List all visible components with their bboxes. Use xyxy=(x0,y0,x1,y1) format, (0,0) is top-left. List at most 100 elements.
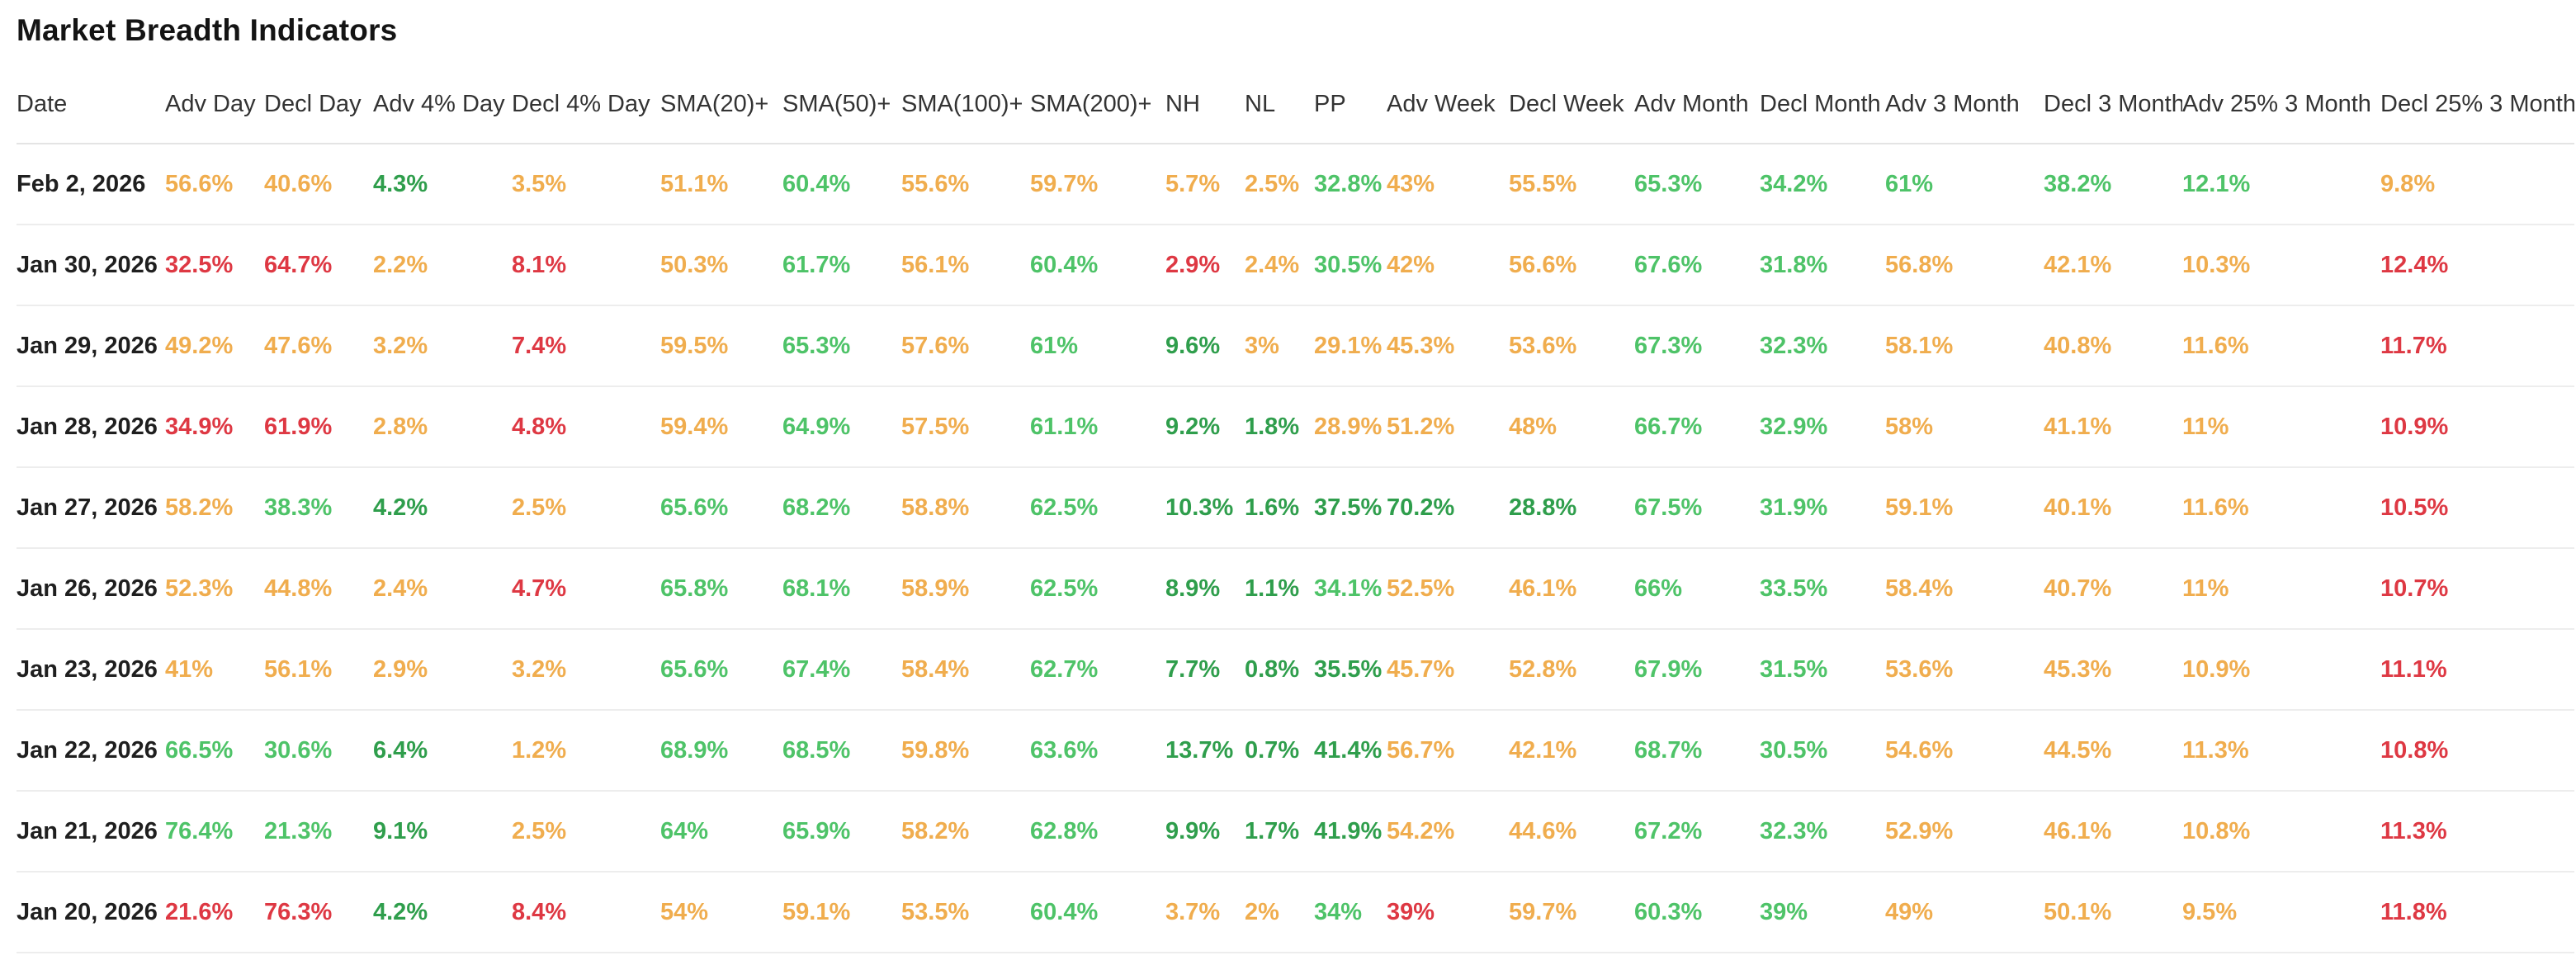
percent-value: 68.7% xyxy=(1634,736,1703,764)
date-cell: Jan 28, 2026 xyxy=(17,386,165,468)
column-header-adv-4-day: Adv 4% Day xyxy=(373,48,512,144)
percent-value: 65.9% xyxy=(782,817,851,844)
value-cell: 59.1% xyxy=(782,872,901,953)
percent-value: 1.6% xyxy=(1245,494,1300,521)
percent-value: 10.8% xyxy=(2380,736,2449,764)
percent-value: 11.6% xyxy=(2182,494,2249,521)
percent-value: 33.5% xyxy=(1760,575,1828,602)
value-cell: 50.3% xyxy=(660,225,782,306)
percent-value: 31.5% xyxy=(1760,655,1828,683)
value-cell: 68.1% xyxy=(782,548,901,630)
percent-value: 9.8% xyxy=(2380,170,2436,197)
value-cell: 12.4% xyxy=(2380,225,2574,306)
value-cell: 60.4% xyxy=(782,144,901,225)
value-cell: 59.8% xyxy=(901,710,1030,792)
percent-value: 13.7% xyxy=(1165,736,1234,764)
value-cell: 2.8% xyxy=(373,386,512,468)
percent-value: 31.9% xyxy=(1760,494,1828,521)
percent-value: 11% xyxy=(2182,575,2229,602)
percent-value: 9.2% xyxy=(1165,413,1221,440)
percent-value: 50.1% xyxy=(2044,898,2112,925)
value-cell: 51.2% xyxy=(1387,386,1509,468)
value-cell: 59.7% xyxy=(1509,872,1634,953)
percent-value: 35.5% xyxy=(1314,655,1383,683)
column-header-sma-200: SMA(200)+ xyxy=(1030,48,1165,144)
column-header-nl: NL xyxy=(1245,48,1314,144)
percent-value: 10.7% xyxy=(2380,575,2449,602)
table-row: Jan 20, 2026 21.6% 76.3% 4.2% 8.4% 54% 59.1% 53… xyxy=(17,872,2574,953)
percent-value: 38.3% xyxy=(264,494,333,521)
value-cell: 34.1% xyxy=(1314,548,1387,630)
value-cell: 10.8% xyxy=(2380,710,2574,792)
percent-value: 44.5% xyxy=(2044,736,2112,764)
percent-value: 67.9% xyxy=(1634,655,1703,683)
column-header-decl-month: Decl Month xyxy=(1760,48,1885,144)
percent-value: 68.2% xyxy=(782,494,851,521)
percent-value: 65.6% xyxy=(660,655,729,683)
value-cell: 3% xyxy=(1245,305,1314,387)
percent-value: 60.3% xyxy=(1634,898,1703,925)
percent-value: 76.4% xyxy=(165,817,234,844)
percent-value: 32.3% xyxy=(1760,817,1828,844)
percent-value: 5.7% xyxy=(1165,170,1221,197)
value-cell: 3.7% xyxy=(1165,872,1245,953)
value-cell: 54.2% xyxy=(1387,791,1509,873)
percent-value: 29.1% xyxy=(1314,332,1383,359)
percent-value: 9.6% xyxy=(1165,332,1221,359)
column-header-adv-25-3-month: Adv 25% 3 Month xyxy=(2182,48,2380,144)
value-cell: 10.3% xyxy=(1165,467,1245,549)
value-cell: 70.2% xyxy=(1387,467,1509,549)
percent-value: 67.6% xyxy=(1634,251,1703,278)
percent-value: 31.8% xyxy=(1760,251,1828,278)
value-cell: 65.8% xyxy=(660,548,782,630)
value-cell: 38.2% xyxy=(2044,144,2182,225)
value-cell: 0.8% xyxy=(1245,629,1314,711)
value-cell: 56.6% xyxy=(1509,225,1634,306)
value-cell: 61.9% xyxy=(264,386,373,468)
percent-value: 58.1% xyxy=(1885,332,1954,359)
table-body: Feb 2, 2026 56.6% 40.6% 4.3% 3.5% 51.1% 60.4% 5… xyxy=(17,144,2574,953)
value-cell: 32.5% xyxy=(165,225,264,306)
percent-value: 6.4% xyxy=(373,736,428,764)
value-cell: 3.2% xyxy=(373,305,512,387)
value-cell: 10.9% xyxy=(2380,386,2574,468)
value-cell: 64.9% xyxy=(782,386,901,468)
value-cell: 10.5% xyxy=(2380,467,2574,549)
table-row: Jan 30, 2026 32.5% 64.7% 2.2% 8.1% 50.3% 61.7%… xyxy=(17,225,2574,306)
value-cell: 9.8% xyxy=(2380,144,2574,225)
value-cell: 56.7% xyxy=(1387,710,1509,792)
value-cell: 62.8% xyxy=(1030,791,1165,873)
percent-value: 44.8% xyxy=(264,575,333,602)
percent-value: 0.8% xyxy=(1245,655,1300,683)
column-header-adv-3-month: Adv 3 Month xyxy=(1885,48,2044,144)
percent-value: 8.1% xyxy=(512,251,567,278)
percent-value: 62.5% xyxy=(1030,575,1099,602)
column-header-nh: NH xyxy=(1165,48,1245,144)
percent-value: 60.4% xyxy=(1030,898,1099,925)
column-header-sma-100: SMA(100)+ xyxy=(901,48,1030,144)
percent-value: 60.4% xyxy=(1030,251,1099,278)
value-cell: 32.9% xyxy=(1760,386,1885,468)
percent-value: 58.2% xyxy=(901,817,970,844)
percent-value: 59.1% xyxy=(1885,494,1954,521)
percent-value: 59.4% xyxy=(660,413,729,440)
value-cell: 41% xyxy=(165,629,264,711)
percent-value: 21.3% xyxy=(264,817,333,844)
value-cell: 67.5% xyxy=(1634,467,1760,549)
value-cell: 68.7% xyxy=(1634,710,1760,792)
percent-value: 34.1% xyxy=(1314,575,1383,602)
percent-value: 66.5% xyxy=(165,736,234,764)
percent-value: 49.2% xyxy=(165,332,234,359)
value-cell: 37.5% xyxy=(1314,467,1387,549)
percent-value: 65.3% xyxy=(1634,170,1703,197)
date-cell: Feb 2, 2026 xyxy=(17,144,165,225)
percent-value: 12.1% xyxy=(2182,170,2251,197)
percent-value: 59.7% xyxy=(1509,898,1577,925)
value-cell: 67.6% xyxy=(1634,225,1760,306)
value-cell: 45.7% xyxy=(1387,629,1509,711)
value-cell: 61% xyxy=(1030,305,1165,387)
percent-value: 32.9% xyxy=(1760,413,1828,440)
value-cell: 76.3% xyxy=(264,872,373,953)
value-cell: 11.3% xyxy=(2182,710,2380,792)
value-cell: 65.6% xyxy=(660,629,782,711)
